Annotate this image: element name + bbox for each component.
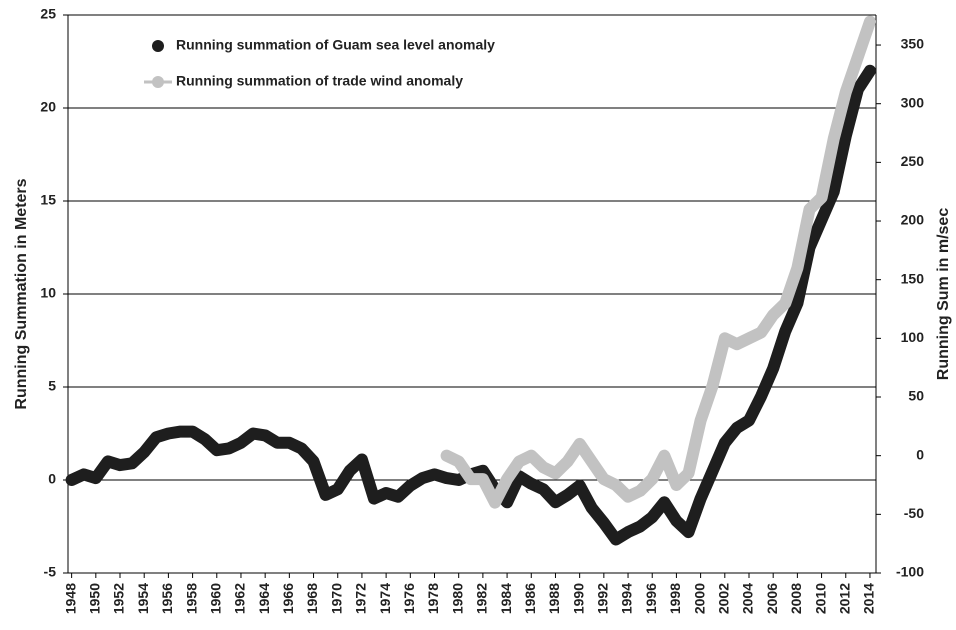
x-tick-label: 1954 <box>135 583 151 614</box>
x-tick-label: 2004 <box>740 583 756 614</box>
x-tick-label: 1996 <box>643 583 659 614</box>
y-tick-label: 20 <box>40 99 56 115</box>
y2-tick-label: 200 <box>901 212 925 228</box>
series-line <box>440 15 876 509</box>
x-tick-label: 1958 <box>183 583 199 614</box>
y-axis-title: Running Summation in Meters <box>13 178 30 409</box>
y2-tick-label: 300 <box>901 94 925 110</box>
x-tick-label: 2014 <box>861 583 877 614</box>
legend-marker <box>152 40 164 52</box>
y-tick-label: 5 <box>48 378 56 394</box>
legend-label: Running summation of Guam sea level anom… <box>176 37 495 53</box>
x-tick-label: 1974 <box>377 583 393 614</box>
x-tick-label: 1978 <box>425 583 441 614</box>
x-tick-label: 1968 <box>304 583 320 614</box>
x-tick-label: 1960 <box>207 583 223 614</box>
y2-tick-label: 350 <box>901 36 925 52</box>
y-tick-label: 0 <box>48 471 56 487</box>
x-tick-label: 1956 <box>159 583 175 614</box>
x-tick-label: 1976 <box>401 583 417 614</box>
x-tick-label: 1994 <box>619 583 635 614</box>
y2-tick-label: 0 <box>916 446 924 462</box>
x-tick-label: 2002 <box>716 583 732 614</box>
x-tick-label: 1966 <box>280 583 296 614</box>
x-tick-label: 1990 <box>570 583 586 614</box>
legend-label: Running summation of trade wind anomaly <box>176 73 463 89</box>
y2-tick-label: -50 <box>904 505 924 521</box>
y2-tick-label: 250 <box>901 153 925 169</box>
x-tick-label: 1982 <box>474 583 490 614</box>
x-tick-label: 1972 <box>353 583 369 614</box>
x-tick-label: 1980 <box>449 583 465 614</box>
x-tick-label: 1948 <box>62 583 78 614</box>
x-tick-label: 1962 <box>232 583 248 614</box>
y2-tick-label: 150 <box>901 270 925 286</box>
y-tick-label: 25 <box>40 6 56 22</box>
x-tick-label: 2010 <box>812 583 828 614</box>
x-tick-label: 2000 <box>691 583 707 614</box>
x-tick-label: 1952 <box>111 583 127 614</box>
x-tick-label: 2012 <box>836 583 852 614</box>
x-tick-label: 2006 <box>764 583 780 614</box>
x-tick-label: 2008 <box>788 583 804 614</box>
y-tick-label: -5 <box>44 564 57 580</box>
x-tick-label: 1998 <box>667 583 683 614</box>
x-tick-label: 1950 <box>87 583 103 614</box>
y2-axis-title: Running Sum in m/sec <box>935 208 952 381</box>
legend-marker <box>152 76 164 88</box>
x-tick-label: 1984 <box>498 583 514 614</box>
y-tick-label: 15 <box>40 192 56 208</box>
x-tick-label: 1964 <box>256 583 272 614</box>
x-tick-label: 1986 <box>522 583 538 614</box>
y2-tick-label: -100 <box>896 564 924 580</box>
x-tick-label: 1992 <box>595 583 611 614</box>
x-tick-label: 1988 <box>546 583 562 614</box>
x-tick-label: 1970 <box>328 583 344 614</box>
y2-tick-label: 100 <box>901 329 925 345</box>
y2-tick-label: 50 <box>908 388 924 404</box>
y-tick-label: 10 <box>40 285 56 301</box>
